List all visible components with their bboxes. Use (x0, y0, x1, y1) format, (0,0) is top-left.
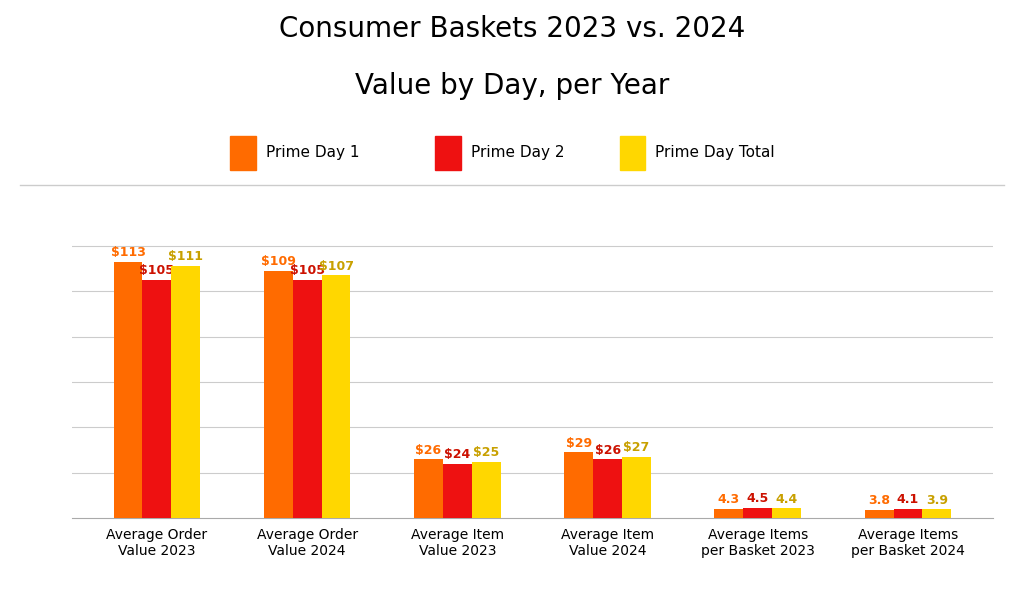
Bar (864, 509, 894, 518)
Bar (171, 266, 201, 518)
Text: $109: $109 (261, 255, 296, 268)
Bar (114, 262, 142, 518)
Text: $27: $27 (624, 441, 649, 454)
Text: 4.1: 4.1 (897, 493, 920, 507)
Text: Consumer Baskets 2023 vs. 2024: Consumer Baskets 2023 vs. 2024 (279, 15, 745, 43)
Bar (743, 508, 772, 518)
Bar (414, 459, 443, 518)
Bar (293, 280, 322, 518)
Text: $26: $26 (595, 444, 621, 456)
Text: Prime Day Total: Prime Day Total (655, 145, 775, 160)
Text: Prime Day 2: Prime Day 2 (471, 145, 564, 160)
Text: $29: $29 (565, 436, 592, 450)
Text: $105: $105 (139, 264, 174, 277)
Text: 3.9: 3.9 (926, 494, 948, 507)
Text: $113: $113 (111, 246, 145, 259)
Bar (443, 464, 472, 518)
Bar (322, 275, 350, 518)
Text: Value by Day, per Year: Value by Day, per Year (354, 72, 670, 100)
Bar (593, 459, 622, 518)
Text: 4.4: 4.4 (775, 492, 798, 505)
Bar (230, 135, 256, 170)
Text: $105: $105 (290, 264, 325, 277)
Text: Prime Day 1: Prime Day 1 (266, 145, 359, 160)
Bar (142, 280, 171, 518)
Bar (923, 509, 951, 518)
Text: 3.8: 3.8 (868, 494, 890, 507)
Bar (620, 135, 645, 170)
Bar (772, 508, 801, 518)
Bar (894, 509, 923, 518)
Text: 4.5: 4.5 (746, 492, 769, 505)
Text: $25: $25 (473, 446, 500, 459)
Bar (715, 508, 743, 518)
Text: $111: $111 (168, 250, 204, 263)
Bar (622, 457, 651, 518)
Bar (264, 271, 293, 518)
Text: $26: $26 (416, 444, 441, 456)
Bar (472, 462, 501, 518)
Bar (564, 452, 593, 518)
Text: $107: $107 (318, 260, 353, 273)
Bar (435, 135, 461, 170)
Text: $24: $24 (444, 448, 470, 461)
Text: 4.3: 4.3 (718, 493, 740, 506)
